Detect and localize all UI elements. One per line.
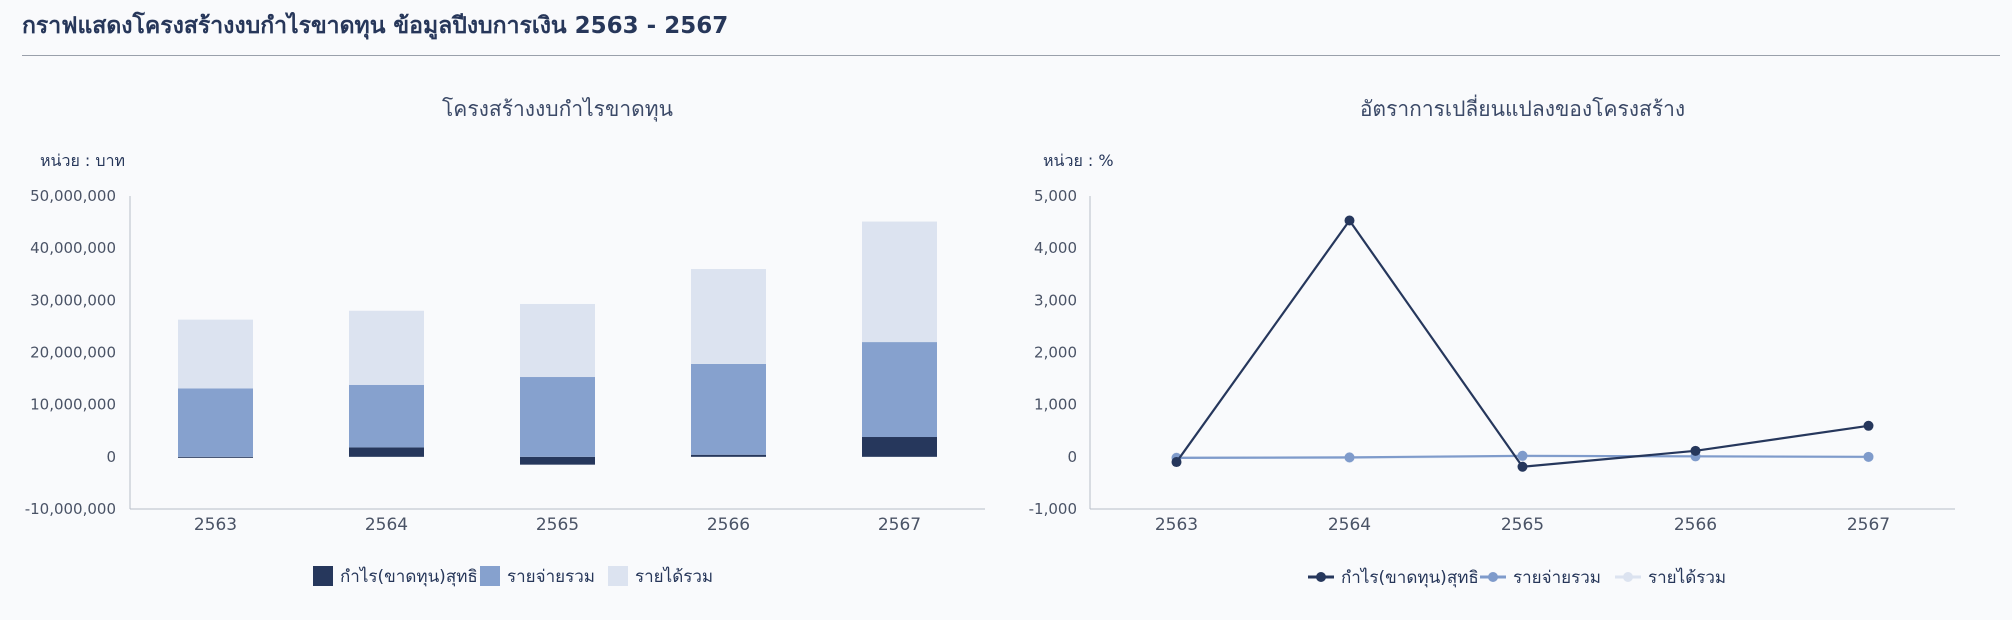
series-point	[1344, 215, 1355, 226]
bar-segment	[862, 342, 937, 438]
y-tick-label: 3,000	[1034, 291, 1077, 309]
bar-segment	[349, 310, 424, 385]
series-point	[1863, 420, 1874, 431]
x-tick-label: 2565	[536, 515, 579, 535]
y-tick-label: 20,000,000	[30, 344, 116, 362]
page-title: กราฟแสดงโครงสร้างงบกำไรขาดทุน ข้อมูลปีงบ…	[22, 13, 729, 39]
series-point	[1517, 461, 1528, 472]
legend-marker	[1623, 572, 1633, 582]
chart-title: โครงสร้างงบกำไรขาดทุน	[442, 97, 673, 122]
legend-label: รายจ่ายรวม	[1513, 568, 1601, 588]
y-tick-label: 4,000	[1034, 239, 1077, 257]
x-tick-label: 2563	[194, 515, 237, 535]
y-tick-label: 5,000	[1034, 187, 1077, 205]
series-point	[1344, 452, 1355, 463]
y-tick-label: -10,000,000	[25, 500, 116, 518]
bar-segment	[691, 363, 766, 455]
bar-segment	[691, 269, 766, 364]
x-tick-label: 2566	[1674, 515, 1717, 535]
bar-segment	[862, 437, 937, 457]
bar-segment	[862, 221, 937, 343]
x-tick-label: 2567	[1847, 515, 1890, 535]
bar-segment	[691, 454, 766, 457]
series-point	[1863, 451, 1874, 462]
bar-segment	[520, 456, 595, 465]
legend-swatch	[480, 566, 500, 586]
bar-segment	[178, 456, 253, 458]
legend-label: รายได้รวม	[1648, 567, 1726, 588]
bar-segment	[178, 388, 253, 457]
y-tick-label: 40,000,000	[30, 239, 116, 257]
series-point	[1171, 457, 1182, 468]
bar-segment	[178, 319, 253, 389]
y-tick-label: 2,000	[1034, 344, 1077, 362]
x-tick-label: 2564	[365, 515, 408, 535]
legend-label: กำไร(ขาดทุน)สุทธิ	[1341, 567, 1479, 588]
y-unit-label: หน่วย : %	[1043, 151, 1114, 170]
y-tick-label: 10,000,000	[30, 396, 116, 414]
legend-label: รายได้รวม	[635, 566, 713, 587]
stacked-bar-chart: โครงสร้างงบกำไรขาดทุนหน่วย : บาท -10,000,…	[25, 97, 985, 587]
chart-title: อัตราการเปลี่ยนแปลงของโครงสร้าง	[1360, 94, 1685, 121]
bar-segment	[520, 377, 595, 457]
bar-segment	[520, 303, 595, 378]
series-point	[1517, 450, 1528, 461]
bar-segment	[349, 384, 424, 448]
title-divider	[22, 55, 2000, 56]
x-tick-label: 2565	[1501, 515, 1544, 535]
y-tick-label: 30,000,000	[30, 291, 116, 309]
y-tick-label: 50,000,000	[30, 187, 116, 205]
x-tick-label: 2567	[878, 515, 921, 535]
legend-label: กำไร(ขาดทุน)สุทธิ	[340, 566, 478, 587]
x-tick-label: 2563	[1155, 515, 1198, 535]
series-line	[1175, 218, 1869, 468]
legend-marker	[1488, 572, 1498, 582]
y-tick-label: 1,000	[1034, 396, 1077, 414]
y-tick-label: 0	[1067, 448, 1077, 466]
bar-segment	[349, 447, 424, 457]
legend-swatch	[313, 566, 333, 586]
y-tick-label: 0	[106, 448, 116, 466]
x-tick-label: 2566	[707, 515, 750, 535]
series-point	[1690, 445, 1701, 456]
y-tick-label: -1,000	[1029, 500, 1077, 518]
legend-label: รายจ่ายรวม	[507, 567, 595, 587]
x-tick-label: 2564	[1328, 515, 1371, 535]
legend-swatch	[608, 566, 628, 586]
y-unit-label: หน่วย : บาท	[40, 151, 125, 170]
legend-marker	[1316, 572, 1326, 582]
